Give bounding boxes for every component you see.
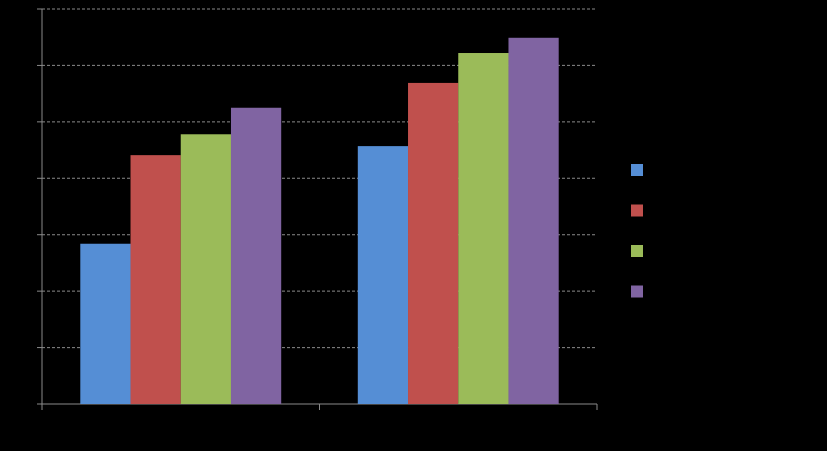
bar — [408, 82, 459, 405]
legend-swatch — [631, 285, 643, 298]
legend-swatch — [631, 245, 643, 257]
bar — [230, 107, 282, 404]
legend-swatch — [631, 164, 643, 176]
y-tick-label: 6 — [25, 58, 32, 72]
y-tick-label: 3 — [25, 227, 32, 241]
bar — [508, 37, 559, 405]
y-tick-label: 4 — [25, 170, 32, 184]
bar — [180, 134, 231, 404]
bar — [458, 53, 509, 405]
y-tick-label: 7 — [25, 1, 32, 15]
y-tick-label: 1 — [25, 340, 32, 354]
y-tick-label: 2 — [25, 283, 32, 297]
legend-swatch — [631, 204, 643, 217]
y-tick-label: 5 — [25, 114, 32, 128]
y-tick-label: 0 — [25, 396, 32, 410]
bar — [80, 243, 131, 404]
bar — [357, 146, 409, 404]
bar — [130, 155, 181, 404]
